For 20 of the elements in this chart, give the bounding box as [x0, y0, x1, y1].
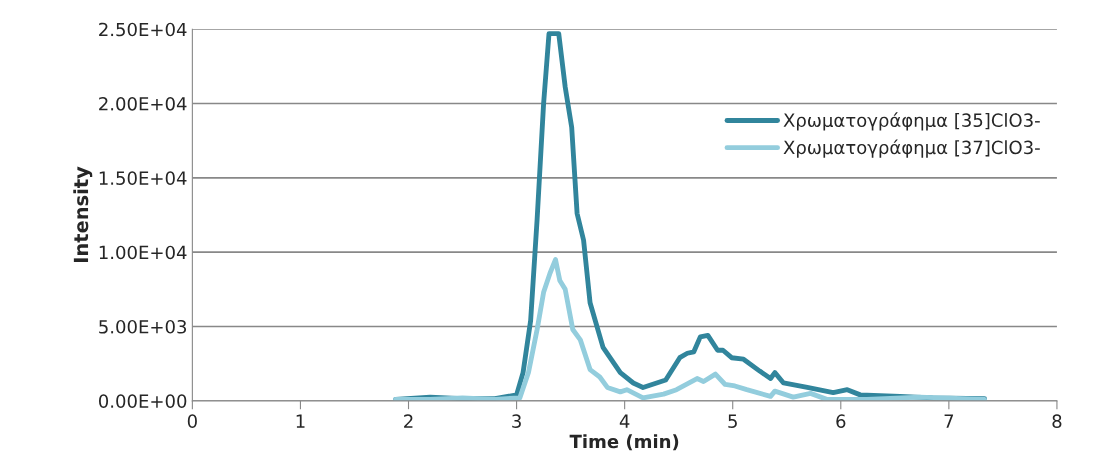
y-tick-label: 2.50E+04	[99, 22, 187, 37]
line-series	[393, 257, 987, 401]
y-tick-label: 2.00E+04	[99, 96, 187, 111]
x-tick-label: 7	[944, 414, 954, 428]
x-tick-label: 4	[619, 414, 630, 428]
x-tick-label: 1	[296, 414, 305, 428]
x-tick-label: 2	[404, 414, 413, 428]
y-tick-label: 1.00E+04	[99, 245, 187, 260]
y-tick-label: 0.00E+00	[98, 394, 187, 408]
x-tick-label: 3	[512, 414, 521, 428]
x-tick-label: 6	[836, 414, 846, 428]
x-tick-label: 5	[728, 414, 737, 428]
legend-label: Χρωματογράφημα [35]ClO3-	[783, 112, 1040, 131]
legend-label: Χρωματογράφημα [37]ClO3-	[783, 139, 1040, 158]
y-tick-label: 1.50E+04	[99, 171, 187, 185]
x-tick-label: 8	[1052, 414, 1062, 428]
y-axis-title: Intensity	[73, 166, 93, 263]
x-tick-label: 0	[187, 414, 197, 428]
x-axis-title: Time (min)	[569, 434, 679, 451]
y-tick-label: 5.00E+03	[99, 319, 187, 334]
